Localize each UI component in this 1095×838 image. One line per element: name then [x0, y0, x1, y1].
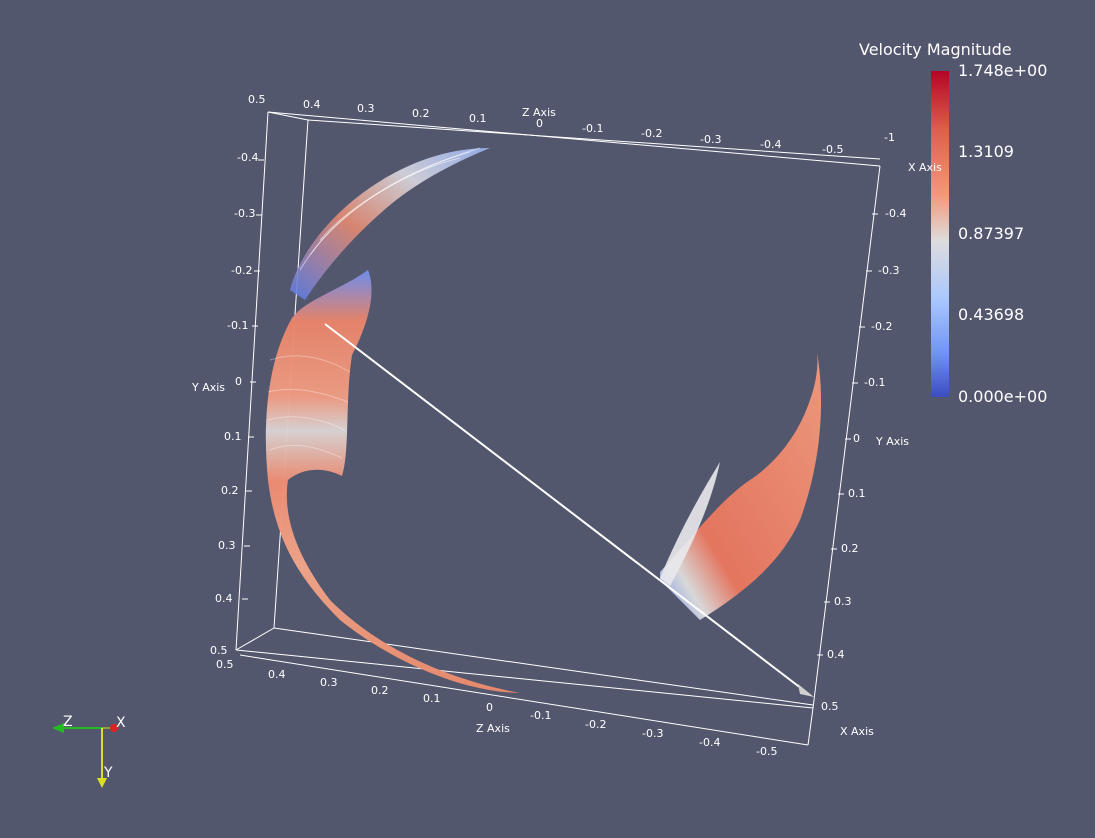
left-tick-label: -0.2	[231, 264, 253, 277]
top-tick-label: 0.2	[412, 107, 430, 120]
triad-label-z: Z	[63, 714, 73, 730]
orientation-triad	[52, 723, 118, 788]
diagonal-probe-line	[324, 323, 814, 697]
right-tick-label: 0.5	[821, 700, 839, 713]
bottom-tick-label: 0.2	[371, 684, 389, 697]
bottom-tick-label: 0.5	[216, 658, 234, 671]
colorbar-title: Velocity Magnitude	[859, 40, 1012, 59]
top-tick-label: -0.2	[641, 127, 663, 140]
top-tick-label: -1	[884, 131, 895, 144]
bottom-tick-label: -0.2	[585, 718, 607, 731]
top-tick-label: -0.4	[760, 138, 782, 151]
left-surface	[265, 270, 520, 693]
z-axis-title-top: Z Axis	[522, 106, 556, 119]
left-tick-label: 0.5	[210, 644, 228, 657]
top-tick-label: 0.5	[248, 93, 266, 106]
top-tick-label: -0.1	[582, 122, 604, 135]
top-tick-label: 0	[536, 117, 543, 130]
bottom-tick-label: -0.5	[756, 745, 778, 758]
bottom-tick-label: -0.4	[699, 736, 721, 749]
colorbar	[931, 71, 949, 397]
right-tick-label: -0.4	[885, 207, 907, 220]
left-tick-label: 0	[235, 375, 242, 388]
z-axis-title-bottom: Z Axis	[476, 722, 510, 735]
colorbar-label-min: 0.000e+00	[958, 387, 1048, 406]
x-axis-title-bottom: X Axis	[840, 725, 874, 738]
upper-streamlines	[290, 148, 490, 300]
right-tick-label: -0.3	[878, 264, 900, 277]
top-tick-label: -0.5	[822, 143, 844, 156]
left-tick-label: -0.3	[234, 207, 256, 220]
right-tick-label: 0.3	[834, 595, 852, 608]
top-tick-label: 0.1	[469, 112, 487, 125]
triad-label-x: X	[116, 715, 126, 731]
left-tick-label: -0.1	[227, 319, 249, 332]
top-tick-label: 0.3	[357, 102, 375, 115]
right-tick-label: 0.2	[841, 542, 859, 555]
top-tick-label: -0.3	[700, 133, 722, 146]
colorbar-label-max: 1.748e+00	[958, 61, 1048, 80]
top-tick-label: 0.4	[303, 98, 321, 111]
bottom-tick-label: -0.3	[642, 727, 664, 740]
left-tick-label: 0.1	[224, 430, 242, 443]
triad-label-y: Y	[104, 765, 113, 781]
x-axis-title-top: X Axis	[908, 161, 942, 174]
colorbar-label-3: 0.87397	[958, 224, 1025, 243]
y-axis-title-left: Y Axis	[192, 381, 226, 394]
bottom-tick-label: -0.1	[530, 709, 552, 722]
right-tick-label: 0.1	[848, 487, 866, 500]
right-tick-label: 0	[853, 432, 860, 445]
y-axis-title-right: Y Axis	[876, 435, 910, 448]
bottom-tick-label: 0.3	[320, 676, 338, 689]
bottom-tick-label: 0	[486, 701, 493, 714]
left-tick-label: -0.4	[237, 151, 259, 164]
left-tick-label: 0.4	[215, 592, 233, 605]
right-tick-label: -0.2	[871, 320, 893, 333]
left-tick-label: 0.3	[218, 539, 236, 552]
bottom-tick-label: 0.1	[423, 692, 441, 705]
left-tick-label: 0.2	[221, 484, 239, 497]
colorbar-label-2: 1.3109	[958, 142, 1014, 161]
bottom-tick-label: 0.4	[268, 668, 286, 681]
right-thin-surface	[660, 462, 720, 586]
colorbar-label-4: 0.43698	[958, 305, 1025, 324]
right-tick-label: 0.4	[827, 648, 845, 661]
right-tick-label: -0.1	[864, 376, 886, 389]
right-surface	[660, 352, 822, 620]
